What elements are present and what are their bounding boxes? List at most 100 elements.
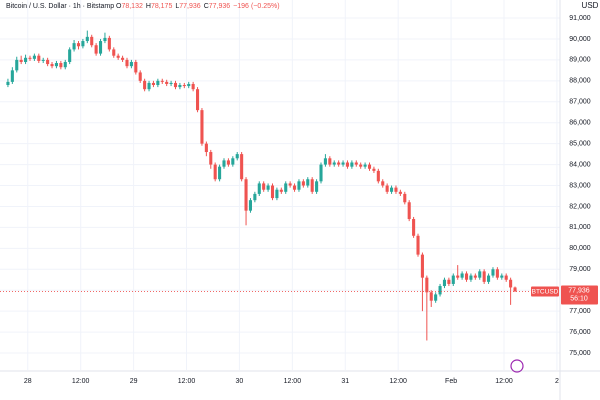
candle-body xyxy=(107,37,111,50)
candle-body xyxy=(438,286,442,295)
candles xyxy=(0,30,560,341)
candle-body xyxy=(165,81,169,84)
candle-body xyxy=(266,185,270,190)
x-tick-label: 28 xyxy=(24,378,32,385)
candle-body xyxy=(270,185,275,199)
candle-body xyxy=(394,187,398,192)
candle-body xyxy=(275,189,279,199)
symbol-label: BTCUSD xyxy=(532,288,559,295)
ohlc-values: O78,132 H78,175 L77,936 C77,936 −196 (−0.25%) xyxy=(116,3,280,10)
candle-body xyxy=(160,80,164,82)
candle-body xyxy=(196,89,200,111)
candle-body xyxy=(337,162,341,165)
candle-body xyxy=(301,181,305,186)
y-tick-label: 91,000 xyxy=(569,15,591,22)
candle-body xyxy=(253,193,257,201)
y-tick-label: 75,000 xyxy=(569,350,591,357)
candle-body xyxy=(412,219,416,236)
candle-body xyxy=(376,170,380,182)
grid xyxy=(0,0,560,370)
candle-body xyxy=(187,83,191,87)
candle-body xyxy=(390,187,394,192)
candle-body xyxy=(125,59,129,67)
candle-body xyxy=(297,181,301,190)
candle-body xyxy=(500,275,504,278)
candle-body xyxy=(182,85,186,87)
change: −196 xyxy=(233,3,249,10)
candle-body xyxy=(363,164,367,167)
candle-body xyxy=(359,164,363,167)
x-tick-label: 29 xyxy=(130,378,138,385)
ohlc-value: 78,132 xyxy=(121,3,143,10)
candle-body xyxy=(513,287,517,292)
candle-body xyxy=(63,61,67,68)
ohlc-value: 78,175 xyxy=(151,3,173,10)
candle-body xyxy=(385,185,389,192)
y-tick-label: 89,000 xyxy=(569,57,591,64)
candle-body xyxy=(434,294,438,301)
candle-body xyxy=(147,82,151,90)
candle-body xyxy=(487,275,491,282)
ohlc-value: 77,936 xyxy=(209,3,231,10)
candle-body xyxy=(381,181,385,186)
candle-body xyxy=(68,49,72,62)
candle-body xyxy=(341,162,345,165)
candle-body xyxy=(98,41,103,54)
candle-body xyxy=(478,271,482,278)
candle-body xyxy=(491,269,495,276)
candle-body xyxy=(315,181,319,192)
candle-body xyxy=(37,55,41,61)
candle-body xyxy=(90,36,94,46)
candle-body xyxy=(6,81,10,86)
candle-body xyxy=(354,162,358,165)
candle-body xyxy=(24,57,28,62)
candle-body xyxy=(169,82,173,84)
candle-body xyxy=(495,269,499,278)
candle-body xyxy=(112,49,116,56)
candle-body xyxy=(425,277,429,293)
events-icon[interactable] xyxy=(510,359,524,373)
candle-body xyxy=(231,158,235,165)
candle-body xyxy=(19,59,23,62)
y-tick-label: 82,000 xyxy=(569,203,591,210)
symbol-tag xyxy=(531,286,559,297)
candle-body xyxy=(204,143,208,153)
candle-body xyxy=(151,82,155,86)
y-tick-label: 79,000 xyxy=(569,266,591,273)
candle-body xyxy=(178,85,182,88)
labels: 75,00076,00077,00078,00079,00080,00081,0… xyxy=(24,15,598,385)
candle-body xyxy=(191,83,195,90)
candle-body xyxy=(213,164,217,180)
candle-body xyxy=(469,275,473,280)
y-tick-label: 77,000 xyxy=(569,308,591,315)
y-tick-label: 76,000 xyxy=(569,329,591,336)
candle-body xyxy=(372,168,376,171)
candle-body xyxy=(134,61,138,73)
ohlc-letter: L xyxy=(175,3,179,10)
candle-body xyxy=(54,63,58,67)
candle-body xyxy=(81,41,85,47)
candle-body xyxy=(94,45,98,54)
candle-body xyxy=(257,183,261,194)
chart-title: Bitcoin / U.S. Dollar · 1h · Bitstamp xyxy=(6,3,114,10)
x-tick-label: 12:00 xyxy=(72,378,90,385)
candle-body xyxy=(248,200,252,211)
candle-body xyxy=(367,164,372,169)
candle-body xyxy=(173,82,178,88)
currency: USD xyxy=(582,1,599,10)
candle-body xyxy=(482,271,486,282)
legend: Bitcoin / U.S. Dollar · 1h · Bitstamp O7… xyxy=(6,3,280,10)
candle-body xyxy=(129,61,133,67)
candle-body xyxy=(319,164,323,182)
candle-body xyxy=(310,179,314,192)
candle-body xyxy=(103,37,107,42)
countdown: 56:10 xyxy=(570,295,588,302)
y-tick-label: 90,000 xyxy=(569,36,591,43)
x-tick-label: Feb xyxy=(445,378,457,385)
x-tick-label: 12:00 xyxy=(389,378,407,385)
candle-body xyxy=(222,160,226,167)
candle-body xyxy=(218,166,222,180)
